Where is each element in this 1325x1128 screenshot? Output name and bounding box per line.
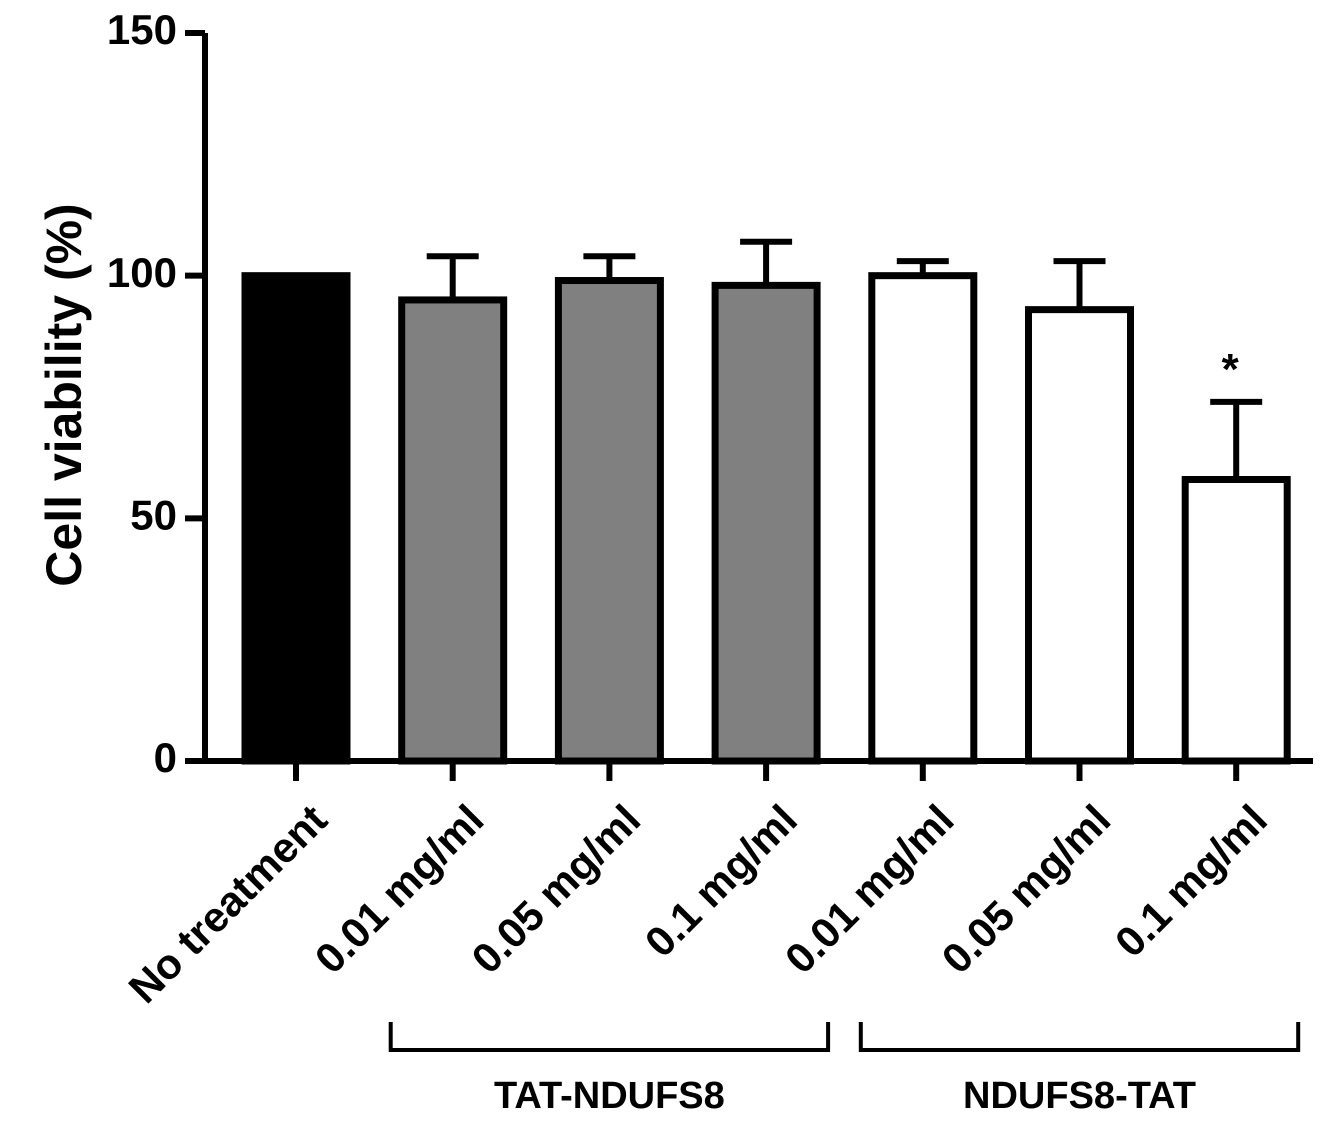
x-tick-label: 0.01 mg/ml: [776, 796, 963, 983]
y-tick-label: 50: [130, 491, 177, 538]
significance-marker: *: [1222, 345, 1240, 394]
bar: [868, 272, 978, 765]
x-tick-label: 0.1 mg/ml: [636, 796, 806, 966]
y-tick-label: 100: [107, 249, 177, 296]
bar: [711, 281, 821, 765]
x-tick-label: 0.1 mg/ml: [1106, 796, 1276, 966]
x-tick-label: 0.05 mg/ml: [463, 796, 650, 983]
bar: [398, 296, 508, 765]
group-bracket: [388, 1022, 831, 1052]
x-tick-label: 0.01 mg/ml: [306, 796, 493, 983]
bar: [241, 272, 351, 765]
group-bracket: [858, 1022, 1301, 1052]
bar: [1025, 306, 1134, 765]
y-tick-label: 150: [107, 6, 177, 53]
y-axis-label: Cell viability (%): [36, 203, 92, 586]
bar: [1181, 476, 1291, 765]
group-label: NDUFS8-TAT: [963, 1075, 1196, 1117]
group-label: TAT-NDUFS8: [494, 1075, 725, 1117]
x-tick-label: 0.05 mg/ml: [933, 796, 1120, 983]
x-tick-label: No treatment: [119, 796, 335, 1012]
bar: [554, 277, 664, 765]
y-tick-label: 0: [154, 734, 177, 781]
